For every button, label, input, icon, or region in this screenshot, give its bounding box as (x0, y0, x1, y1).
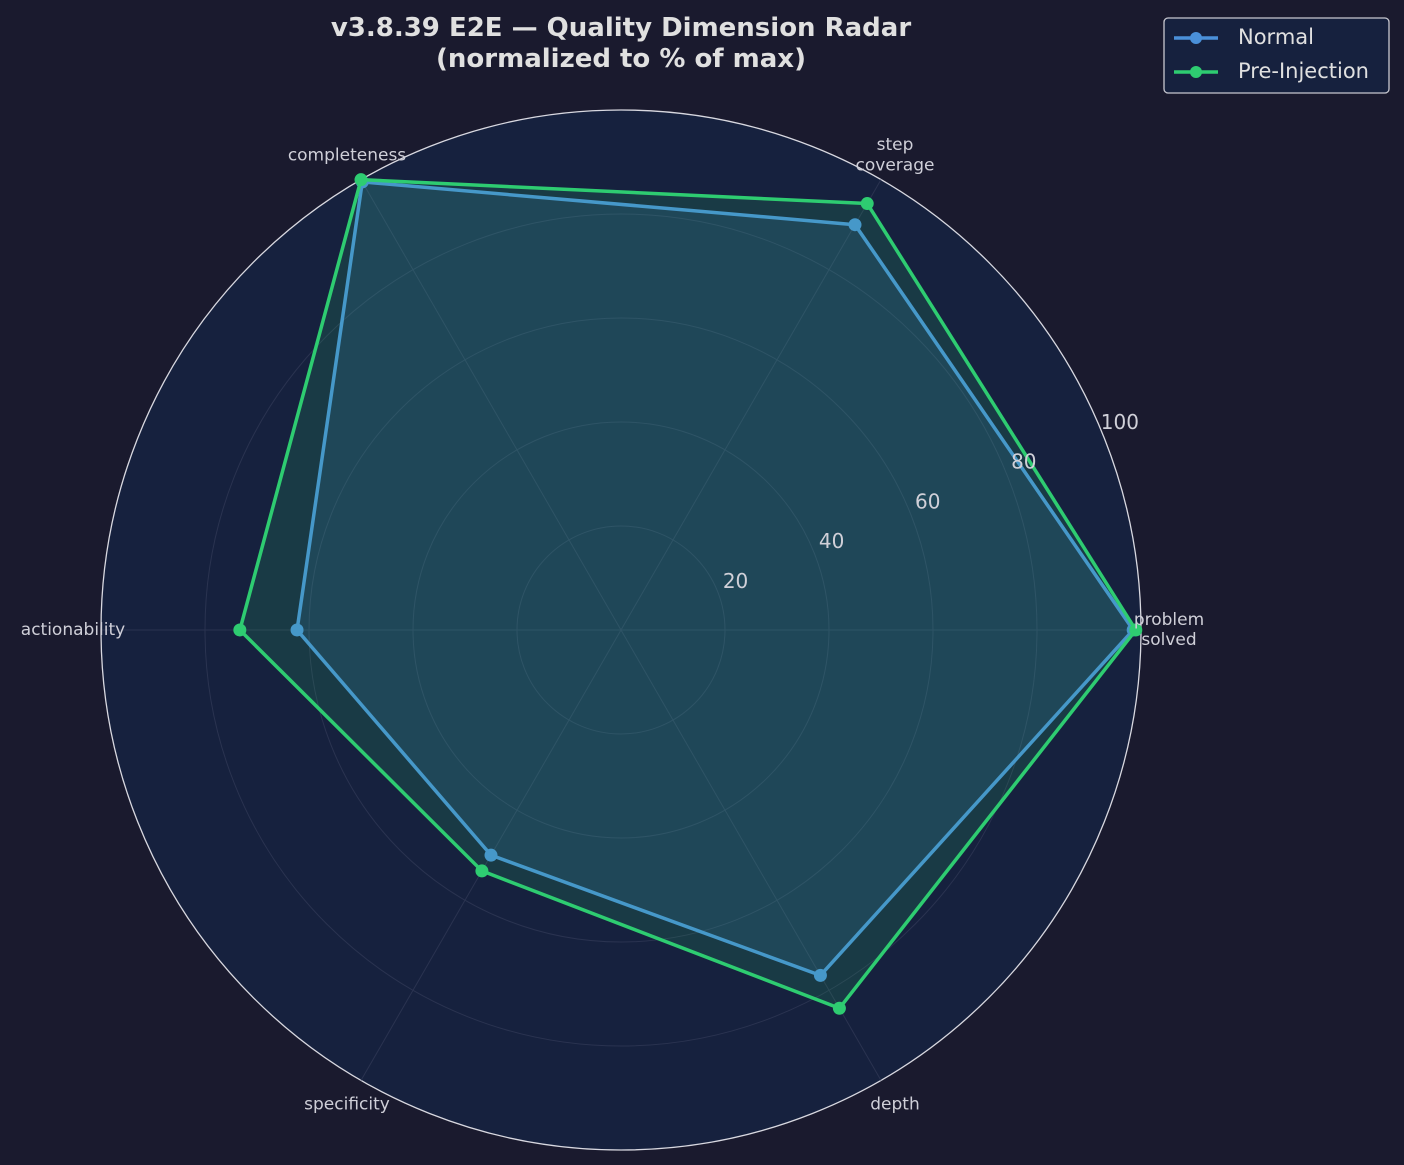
legend-marker (1190, 66, 1202, 78)
category-label: depth (870, 1095, 919, 1115)
data-point (290, 623, 304, 637)
data-point (484, 848, 498, 862)
category-label: completeness (288, 145, 406, 165)
data-point (475, 864, 489, 878)
r-tick-label: 20 (723, 569, 748, 593)
r-tick-label: 80 (1011, 450, 1036, 474)
data-point (832, 1001, 846, 1015)
category-label: step coverage (856, 135, 935, 175)
r-tick-label: 100 (1101, 410, 1139, 434)
legend-marker (1190, 32, 1202, 44)
category-label: specificity (304, 1095, 390, 1115)
legend-label: Pre-Injection (1238, 59, 1369, 83)
data-point (354, 173, 368, 187)
r-tick-label: 40 (819, 529, 844, 553)
chart-title: v3.8.39 E2E — Quality Dimension Radar (no… (331, 13, 912, 74)
data-point (860, 197, 874, 211)
data-point (233, 623, 247, 637)
category-label: actionability (21, 620, 125, 640)
series-area (297, 181, 1134, 976)
r-tick-label: 60 (915, 489, 940, 513)
data-point (813, 968, 827, 982)
legend-label: Normal (1238, 25, 1314, 49)
data-point (848, 218, 862, 232)
spoke (620, 179, 882, 631)
legend-box (1163, 17, 1390, 94)
series-area (239, 179, 1136, 1009)
spoke (360, 179, 622, 631)
data-point (1129, 623, 1143, 637)
category-label: problem solved (1134, 610, 1204, 650)
